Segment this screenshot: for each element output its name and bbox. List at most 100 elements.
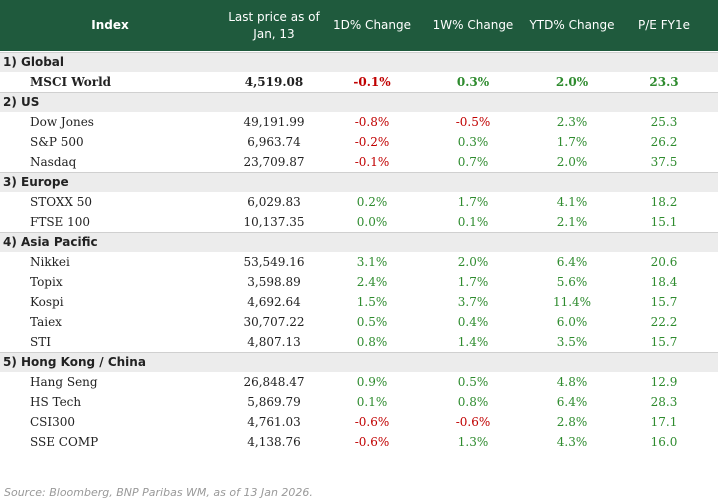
cell-value: 53,549.16 — [243, 255, 305, 269]
cell-value: 2.1% — [556, 215, 588, 229]
cell-value: 4.8% — [556, 375, 588, 389]
column-header: 1D% Change — [332, 18, 412, 32]
cell-value: 26.2 — [650, 135, 678, 149]
section-title: 3) Europe — [3, 175, 69, 189]
cell-value: 2.3% — [556, 115, 588, 129]
cell-value: 15.1 — [650, 215, 678, 229]
row-label: STI — [30, 335, 51, 349]
cell-value: 3,598.89 — [247, 275, 301, 289]
cell-value: 1.3% — [457, 435, 489, 449]
cell-value: 4,138.76 — [247, 435, 301, 449]
cell-value: 4,519.08 — [244, 75, 304, 89]
cell-value: 1.7% — [457, 195, 489, 209]
row-label: Taiex — [30, 315, 62, 329]
row-label: FTSE 100 — [30, 215, 91, 229]
section-band — [0, 352, 718, 372]
cell-value: -0.2% — [354, 135, 390, 149]
cell-value: 30,707.22 — [243, 315, 305, 329]
cell-value: 1.7% — [457, 275, 489, 289]
cell-value: 6,029.83 — [247, 195, 301, 209]
cell-value: 0.8% — [356, 335, 388, 349]
section-title: 5) Hong Kong / China — [3, 355, 146, 369]
cell-value: 0.1% — [457, 215, 489, 229]
row-label: Dow Jones — [30, 115, 94, 129]
cell-value: -0.1% — [354, 155, 390, 169]
row-label: S&P 500 — [30, 135, 84, 149]
section-title: 4) Asia Pacific — [3, 235, 98, 249]
cell-value: 11.4% — [552, 295, 592, 309]
cell-value: -0.6% — [354, 435, 390, 449]
header-bar: Index Last price as of Jan, 13 1D% Change 1… — [0, 0, 718, 51]
cell-value: 0.5% — [457, 375, 489, 389]
column-header: 1W% Change — [432, 18, 514, 32]
cell-value: 6.0% — [556, 315, 588, 329]
row-label: SSE COMP — [30, 435, 99, 449]
cell-value: -0.8% — [354, 115, 390, 129]
cell-value: 6.4% — [556, 395, 588, 409]
cell-value: 6,963.74 — [247, 135, 301, 149]
cell-value: 1.5% — [356, 295, 388, 309]
cell-value: 25.3 — [650, 115, 678, 129]
cell-value: 15.7 — [650, 335, 678, 349]
cell-value: 2.4% — [356, 275, 388, 289]
cell-value: 3.1% — [356, 255, 388, 269]
cell-value: 1.4% — [457, 335, 489, 349]
cell-value: 0.3% — [457, 135, 489, 149]
cell-value: 0.2% — [356, 195, 388, 209]
cell-value: 2.0% — [555, 75, 589, 89]
cell-value: -0.5% — [455, 115, 491, 129]
cell-value: 1.7% — [556, 135, 588, 149]
cell-value: 4,761.03 — [247, 415, 301, 429]
section-band — [0, 172, 718, 192]
section-band — [0, 52, 718, 72]
cell-value: 20.6 — [650, 255, 678, 269]
section-band — [0, 232, 718, 252]
cell-value: 5.6% — [556, 275, 588, 289]
column-header: P/E FY1e — [638, 18, 690, 32]
cell-value: -0.6% — [455, 415, 491, 429]
section-title: 1) Global — [3, 55, 65, 69]
section-title: 2) US — [3, 95, 40, 109]
cell-value: 6.4% — [556, 255, 588, 269]
section-band — [0, 92, 718, 112]
cell-value: 0.1% — [356, 395, 388, 409]
row-label: Topix — [30, 275, 63, 289]
row-label: Nasdaq — [30, 155, 77, 169]
cell-value: 4.1% — [556, 195, 588, 209]
cell-value: 5,869.79 — [247, 395, 301, 409]
cell-value: 17.1 — [650, 415, 678, 429]
cell-value: 4,692.64 — [247, 295, 301, 309]
column-header: Index — [91, 18, 129, 32]
cell-value: -0.6% — [354, 415, 390, 429]
cell-value: 0.3% — [456, 75, 490, 89]
row-label: STOXX 50 — [30, 195, 93, 209]
cell-value: 0.0% — [356, 215, 388, 229]
cell-value: 15.7 — [650, 295, 678, 309]
row-label: MSCI World — [30, 75, 112, 89]
cell-value: -0.1% — [353, 75, 391, 89]
cell-value: 49,191.99 — [243, 115, 305, 129]
cell-value: 12.9 — [650, 375, 678, 389]
row-label: Kospi — [30, 295, 64, 309]
cell-value: 28.3 — [650, 395, 678, 409]
cell-value: 3.5% — [556, 335, 588, 349]
cell-value: 2.0% — [556, 155, 588, 169]
cell-value: 2.0% — [457, 255, 489, 269]
cell-value: 23.3 — [649, 75, 679, 89]
cell-value: 0.4% — [457, 315, 489, 329]
cell-value: 37.5 — [650, 155, 678, 169]
cell-value: 23,709.87 — [243, 155, 305, 169]
cell-value: 0.5% — [356, 315, 388, 329]
cell-value: 4,807.13 — [247, 335, 301, 349]
cell-value: 26,848.47 — [243, 375, 305, 389]
cell-value: 16.0 — [650, 435, 678, 449]
cell-value: 22.2 — [650, 315, 678, 329]
row-label: Nikkei — [30, 255, 70, 269]
cell-value: 10,137.35 — [243, 215, 305, 229]
column-header: YTD% Change — [529, 18, 615, 32]
cell-value: 2.8% — [556, 415, 588, 429]
row-label: HS Tech — [30, 395, 82, 409]
cell-value: 0.9% — [356, 375, 388, 389]
row-label: CSI300 — [30, 415, 76, 429]
